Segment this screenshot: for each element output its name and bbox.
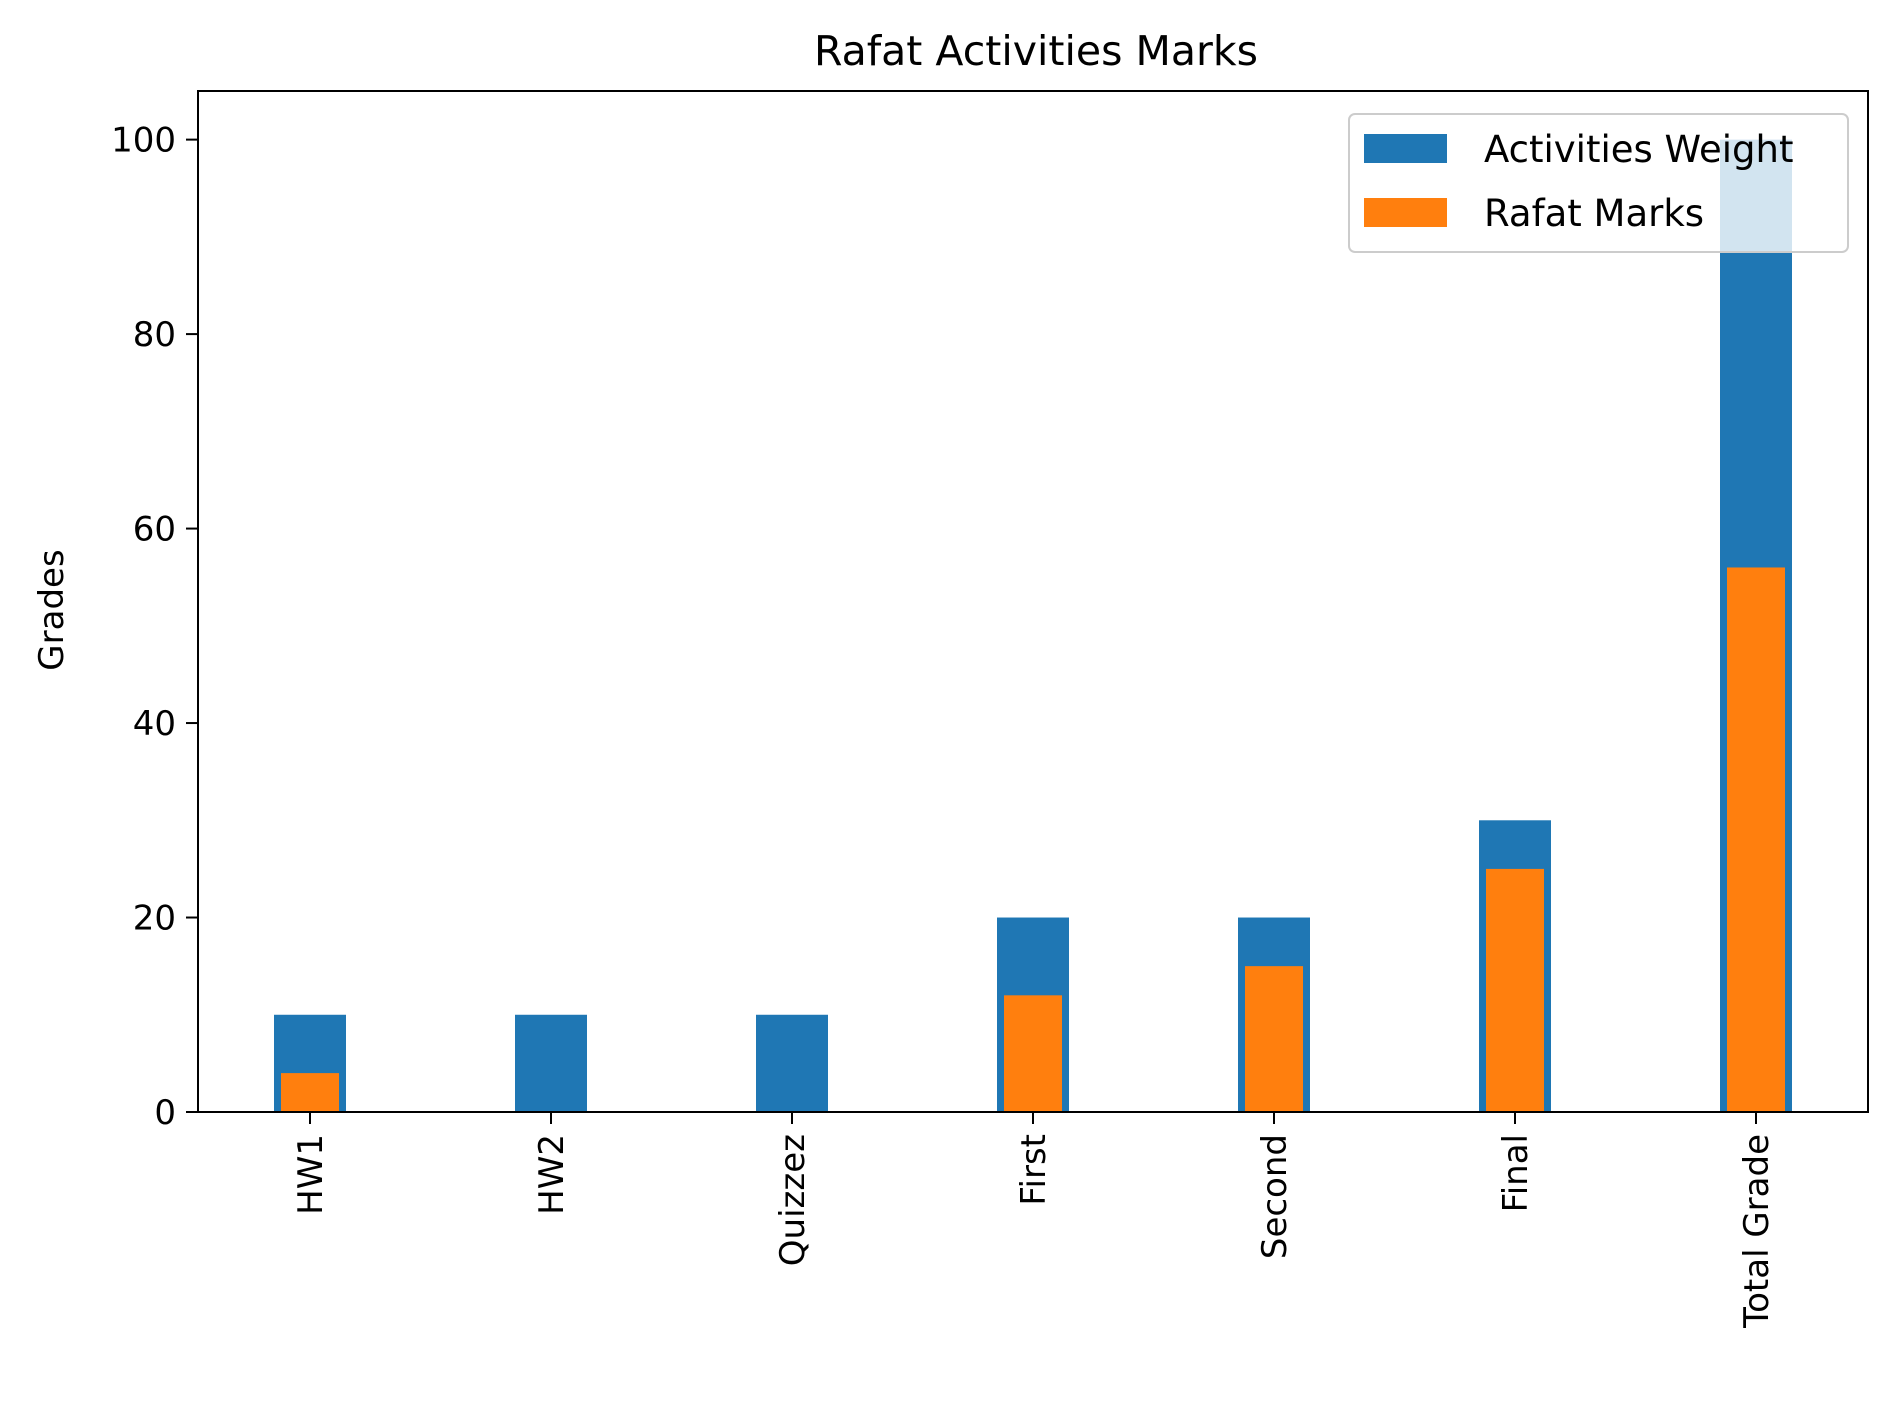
bar-rafat-marks-second [1245,966,1303,1112]
y-axis-label: Grades [32,549,72,670]
x-tick-label-second: Second [1255,1134,1295,1259]
bar-rafat-marks-hw1 [281,1073,339,1112]
legend-label-rafat-marks: Rafat Marks [1484,192,1704,235]
chart-title: Rafat Activities Marks [814,27,1258,75]
x-tick-label-final: Final [1496,1134,1536,1212]
legend-swatch-activities-weight [1364,134,1447,163]
legend-frame [1348,113,1849,253]
x-tick-label-first: First [1014,1134,1054,1206]
legend-label-activities-weight: Activities Weight [1484,128,1793,171]
x-tick-label-hw2: HW2 [532,1134,572,1215]
y-tick-label-80: 80 [133,315,176,355]
x-tick-label-total-grade: Total Grade [1737,1134,1777,1329]
x-tick-label-hw1: HW1 [291,1134,331,1215]
y-tick-label-0: 0 [154,1093,176,1133]
x-tick-label-quizzez: Quizzez [773,1134,813,1266]
bar-rafat-marks-total-grade [1727,567,1785,1112]
bar-rafat-marks-final [1486,868,1544,1112]
legend-swatch-rafat-marks [1364,198,1447,227]
bar-rafat-marks-first [1004,995,1062,1112]
y-tick-label-40: 40 [133,704,176,744]
bar-activities-weight-quizzez [756,1014,828,1112]
bars-layer [274,139,1792,1113]
y-tick-label-60: 60 [133,510,176,550]
legend: Activities Weight Rafat Marks [1348,113,1849,253]
y-tick-label-100: 100 [111,121,176,161]
y-tick-label-20: 20 [133,899,176,939]
ticks-layer: HW1 HW2 Quizzez First Second Final Total Grade… [111,121,1777,1329]
bar-activities-weight-hw2 [515,1014,587,1112]
